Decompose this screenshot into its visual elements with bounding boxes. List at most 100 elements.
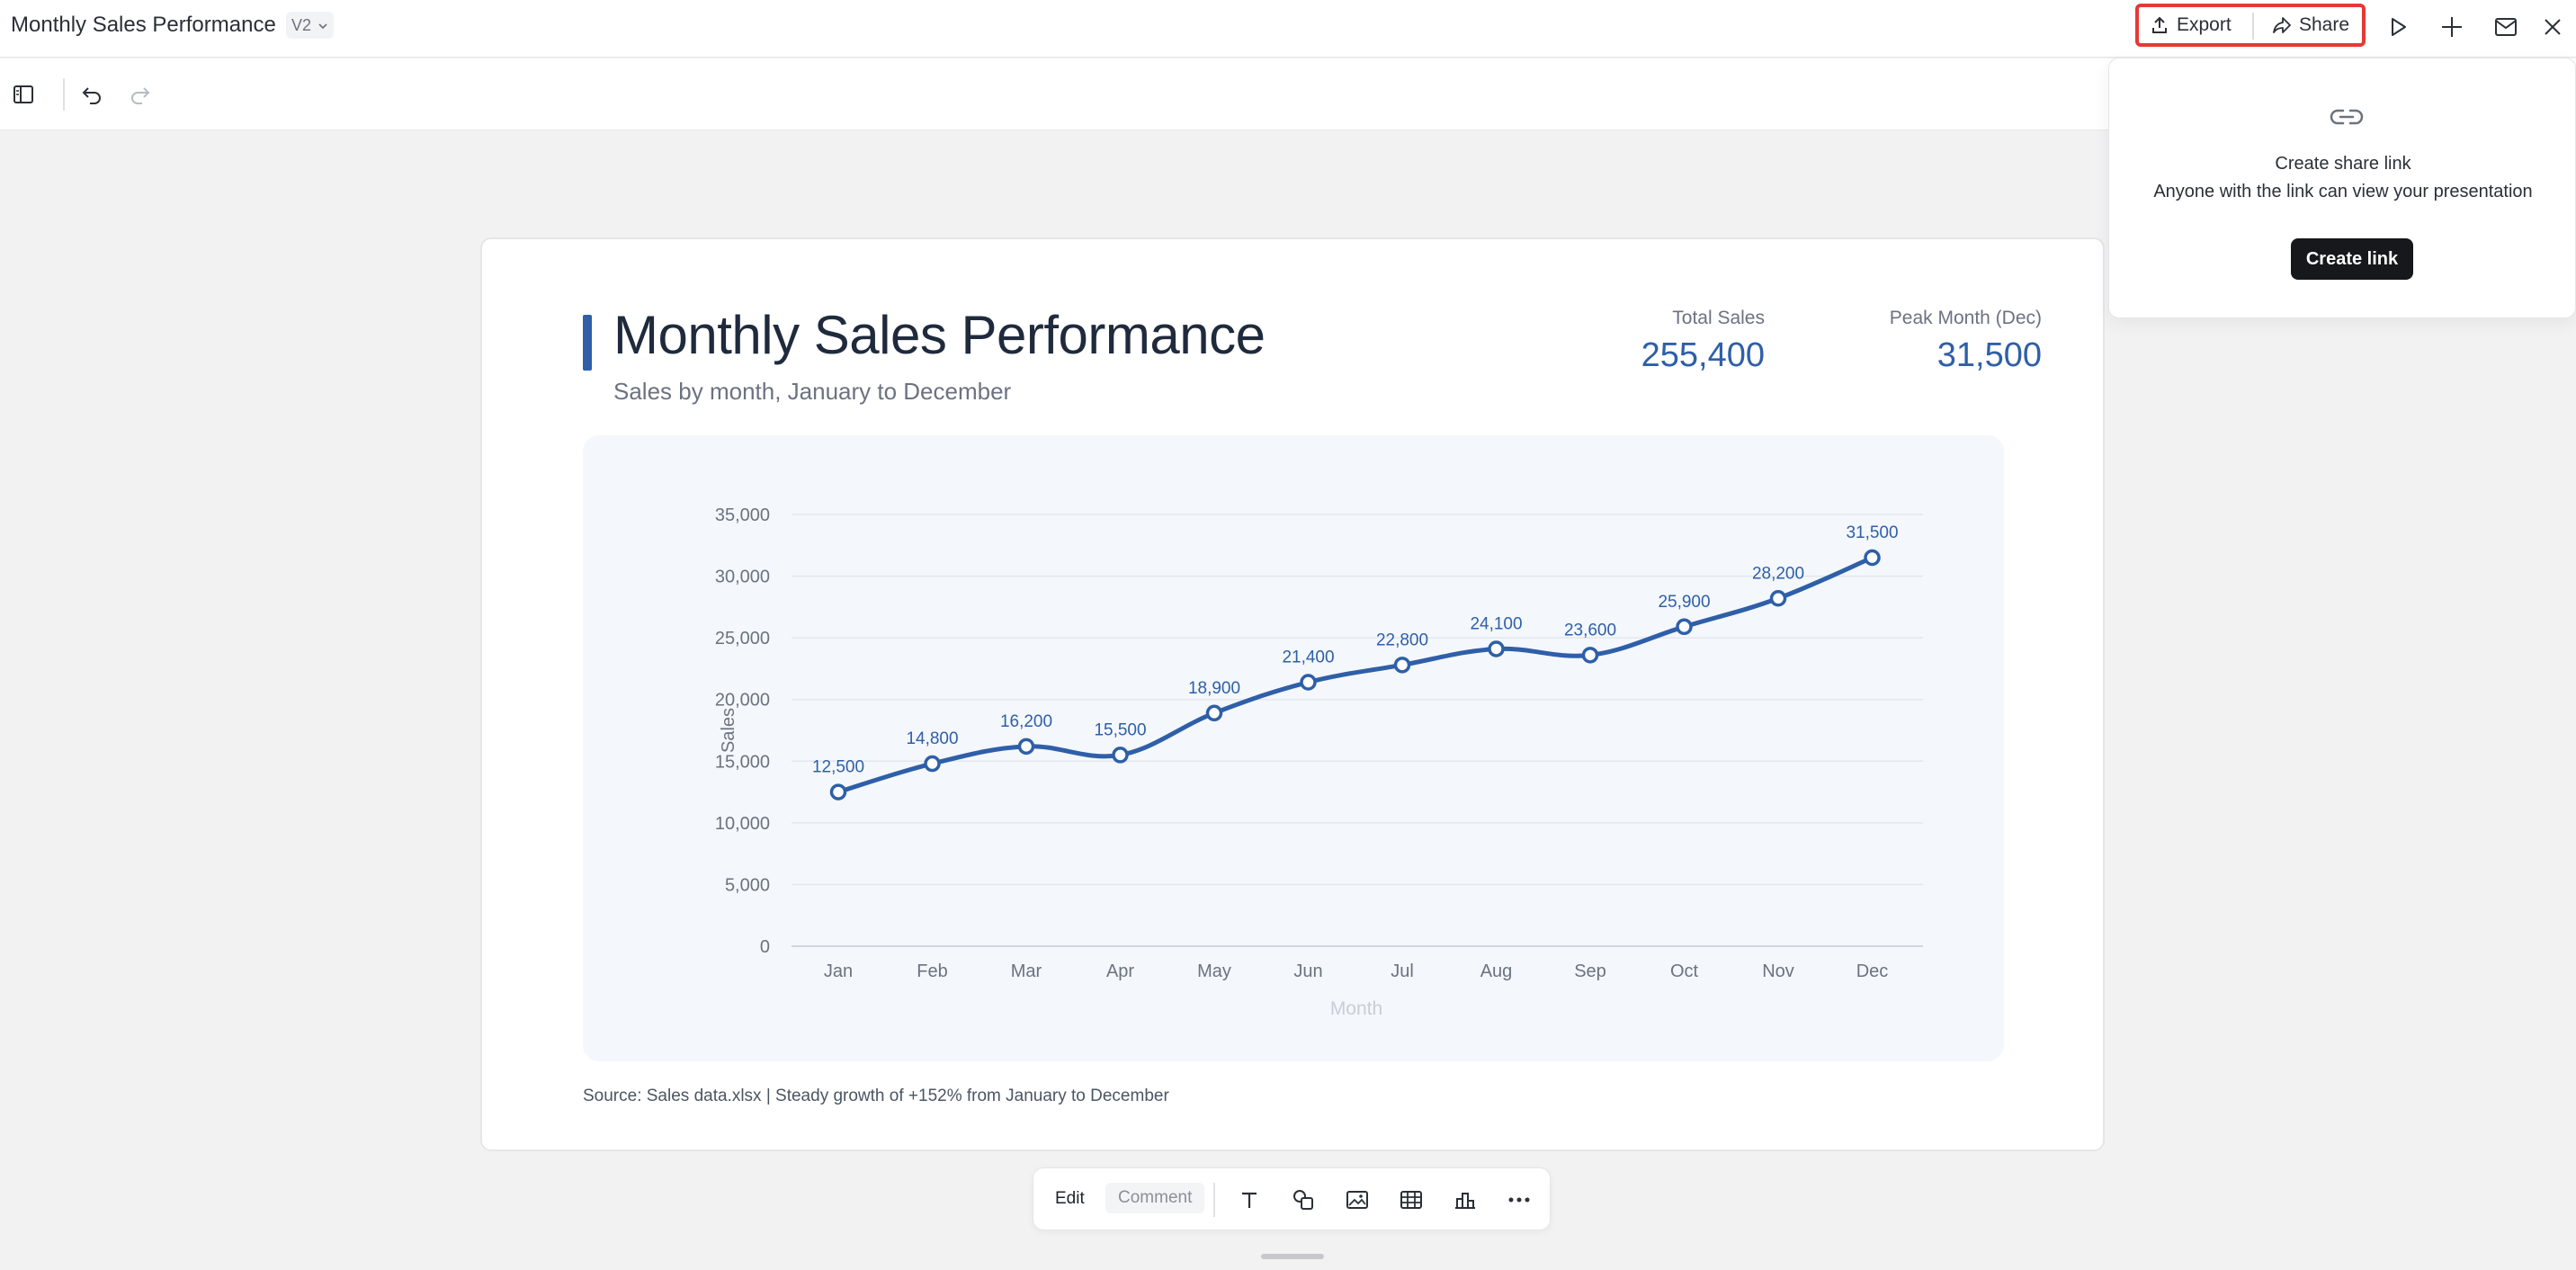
close-icon [2545, 19, 2561, 35]
table-icon [1400, 1191, 1422, 1209]
play-icon [2392, 18, 2406, 36]
version-dropdown[interactable]: V2 [286, 12, 335, 39]
close-button[interactable] [2535, 9, 2571, 45]
data-point [924, 755, 941, 773]
y-tick-label: 0 [760, 937, 770, 957]
data-label: 23,600 [1564, 621, 1616, 639]
ai-assist-button[interactable] [2434, 9, 2470, 45]
document-title[interactable]: Monthly Sales Performance [11, 13, 276, 37]
edit-mode-tab[interactable]: Edit [1055, 1189, 1085, 1208]
kpi-label: Peak Month (Dec) [1889, 308, 2042, 328]
chevron-down-icon [318, 23, 327, 30]
more-icon [1508, 1197, 1530, 1203]
text-icon [1242, 1192, 1257, 1208]
sparkle-icon [2442, 17, 2462, 37]
title-accent-bar [583, 315, 592, 371]
share-popover: Create share link Anyone with the link c… [2108, 58, 2576, 318]
slide-title[interactable]: Monthly Sales Performance [613, 305, 1266, 365]
data-point [1488, 640, 1505, 657]
x-tick-label: Feb [917, 961, 947, 981]
comment-mode-tab[interactable]: Comment [1105, 1183, 1205, 1213]
export-button[interactable]: Export [2150, 7, 2232, 43]
share-label: Share [2299, 14, 2350, 35]
toolbar-divider [1213, 1183, 1215, 1217]
kpi-value: 31,500 [1936, 336, 2042, 374]
x-tick-label: Jun [1293, 961, 1322, 981]
x-tick-label: Jul [1391, 961, 1414, 981]
share-icon [2273, 17, 2291, 33]
data-label: 24,100 [1470, 614, 1522, 633]
data-point [1112, 747, 1129, 764]
x-tick-label: Apr [1106, 961, 1134, 981]
toolbar-divider [2252, 13, 2254, 40]
insert-chart-button[interactable] [1447, 1182, 1483, 1218]
x-tick-label: Jan [824, 961, 853, 981]
kpi-total-sales[interactable]: Total Sales 255,400 [1558, 308, 1765, 375]
top-bar: Monthly Sales Performance V2 Export Shar… [0, 0, 2576, 58]
present-button[interactable] [2380, 9, 2416, 45]
data-point [1864, 549, 1881, 567]
data-label: 15,500 [1094, 720, 1146, 739]
x-tick-label: Aug [1480, 961, 1513, 981]
kpi-peak-month[interactable]: Peak Month (Dec) 31,500 [1808, 308, 2042, 375]
data-label: 14,800 [906, 729, 958, 748]
data-label: 28,200 [1752, 564, 1804, 583]
y-tick-label: 5,000 [725, 875, 770, 895]
slide-canvas[interactable]: Monthly Sales Performance Sales by month… [480, 237, 2105, 1151]
share-popover-description: Anyone with the link can view your prese… [2153, 182, 2533, 201]
drag-handle[interactable] [1261, 1254, 1324, 1259]
insert-text-button[interactable] [1231, 1182, 1267, 1218]
y-tick-label: 35,000 [715, 505, 770, 525]
toolbar-divider [63, 78, 65, 111]
x-tick-label: Nov [1762, 961, 1794, 981]
data-point [1393, 657, 1411, 674]
x-tick-label: Sep [1574, 961, 1606, 981]
insert-image-button[interactable] [1339, 1182, 1375, 1218]
y-tick-label: 20,000 [715, 691, 770, 711]
x-axis-label: Month [1330, 998, 1382, 1019]
chart-svg: 0 5,000 10,000 15,000 20,000 25,000 30,000 35,0… [715, 505, 1923, 1019]
data-label: 18,900 [1188, 679, 1240, 698]
mail-button[interactable] [2488, 9, 2524, 45]
data-label: 31,500 [1846, 523, 1898, 542]
data-label: 12,500 [812, 758, 864, 777]
share-export-highlight [2135, 4, 2366, 47]
slide-subtitle[interactable]: Sales by month, January to December [613, 378, 1012, 405]
toggle-sidebar-button[interactable] [5, 76, 41, 112]
undo-button[interactable] [74, 76, 110, 112]
sidebar-toggle-icon [13, 85, 33, 103]
share-button[interactable]: Share [2272, 7, 2349, 43]
sales-line [836, 555, 1874, 795]
data-point [1676, 618, 1693, 636]
y-tick-label: 10,000 [715, 814, 770, 834]
chart-icon [1455, 1193, 1475, 1209]
y-tick-label: 25,000 [715, 629, 770, 648]
insert-table-button[interactable] [1393, 1182, 1429, 1218]
data-point [1769, 590, 1787, 607]
redo-icon [131, 87, 150, 104]
version-label: V2 [291, 16, 312, 34]
insert-shape-button[interactable] [1285, 1182, 1321, 1218]
y-axis-label: Sales [719, 708, 738, 753]
more-options-button[interactable] [1501, 1182, 1537, 1218]
kpi-value: 255,400 [1641, 336, 1765, 374]
data-label: 16,200 [1000, 712, 1052, 731]
data-point [829, 783, 847, 800]
export-label: Export [2177, 14, 2232, 35]
data-point [1581, 647, 1599, 664]
x-tick-label: Mar [1011, 961, 1042, 981]
y-tick-label: 30,000 [715, 568, 770, 587]
data-point [1205, 704, 1223, 722]
bottom-toolbar: Edit Comment [1033, 1167, 1551, 1230]
undo-icon [82, 87, 101, 104]
redo-button[interactable] [122, 76, 158, 112]
shapes-icon [1293, 1190, 1313, 1210]
kpi-label: Total Sales [1672, 308, 1765, 328]
export-icon [2152, 16, 2167, 33]
x-tick-label: May [1197, 961, 1231, 981]
create-link-button[interactable]: Create link [2291, 238, 2413, 280]
source-note[interactable]: Source: Sales data.xlsx | Steady growth … [583, 1087, 1169, 1105]
sales-line-chart[interactable]: 0 5,000 10,000 15,000 20,000 25,000 30,000 35,0… [583, 435, 2004, 1061]
image-icon [1346, 1191, 1368, 1209]
data-point [1300, 674, 1317, 691]
